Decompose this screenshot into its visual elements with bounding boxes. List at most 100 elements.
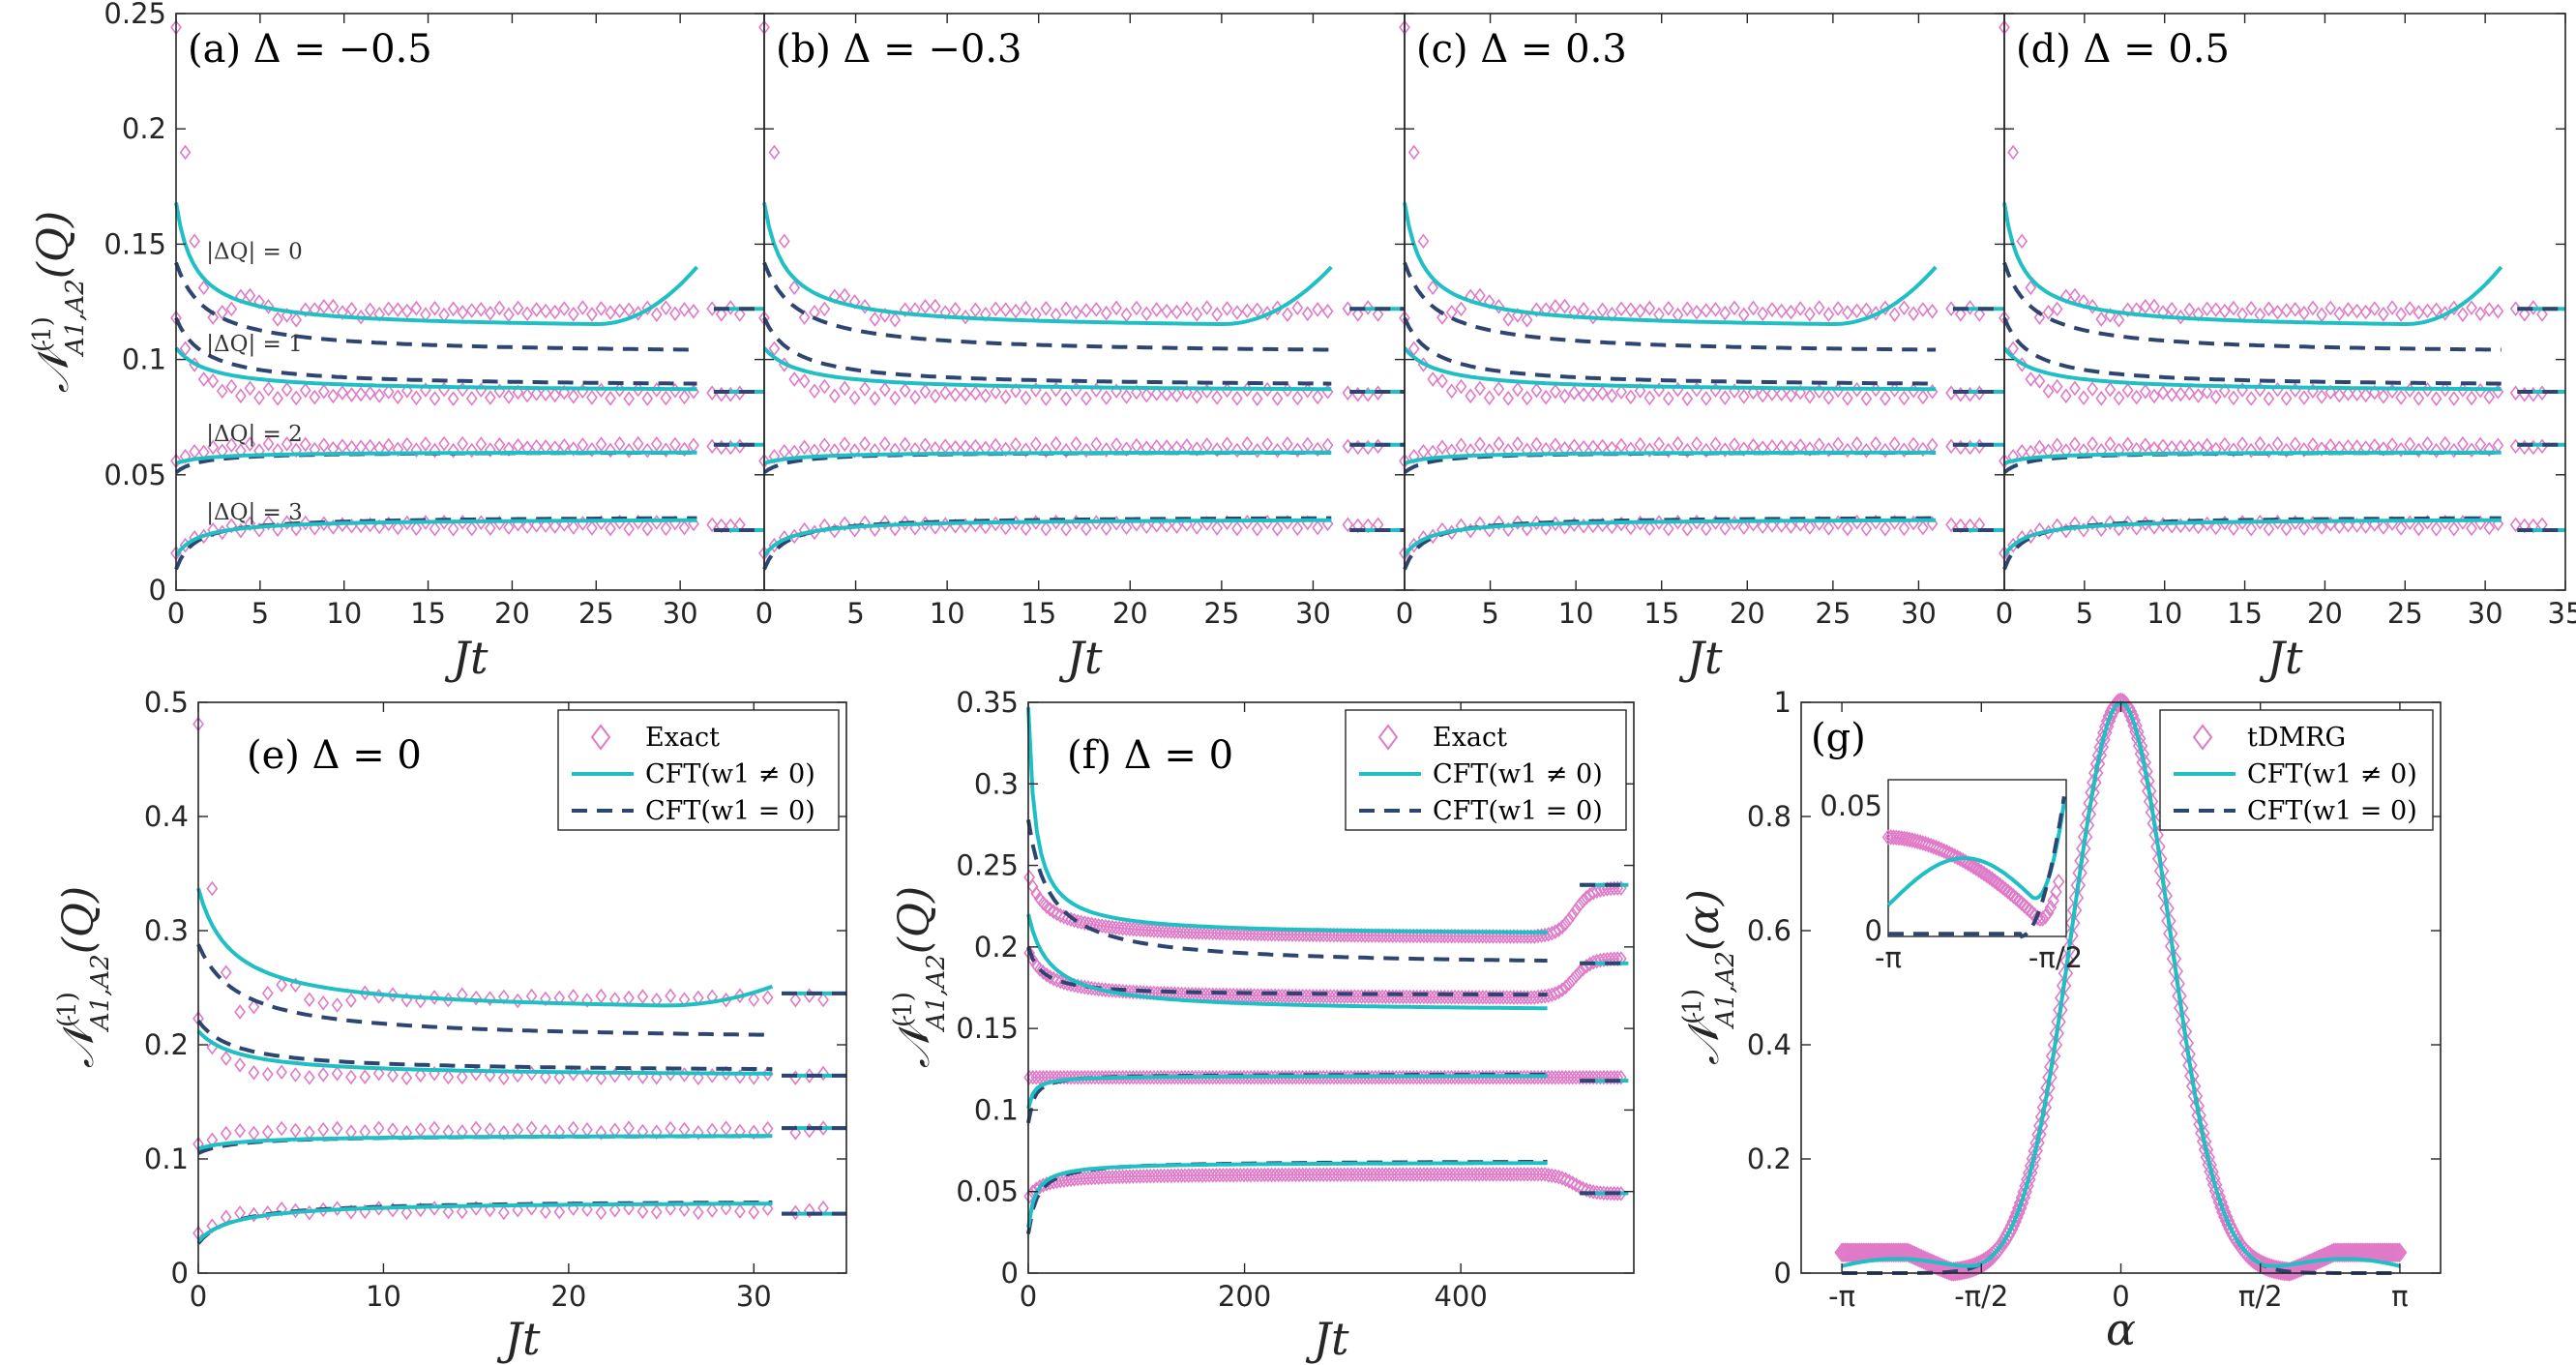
- data-point: [2466, 390, 2477, 406]
- data-point: [2378, 519, 2389, 535]
- data-point: [1700, 442, 1712, 459]
- data-point: [669, 306, 681, 322]
- data-point: [1729, 436, 1740, 453]
- data-point: [2129, 722, 2145, 742]
- data-point: [1550, 299, 1561, 314]
- data-point: [2430, 520, 2443, 537]
- data-point: [789, 1124, 802, 1141]
- data-point: [429, 300, 441, 316]
- panel-b-xlabel: Jt: [1059, 632, 1103, 684]
- data-point: [382, 384, 395, 400]
- data-point: [2483, 441, 2496, 458]
- data-point: [1131, 921, 1142, 937]
- data-point: [1050, 435, 1062, 452]
- data-point: [206, 880, 219, 897]
- panel-f-y-tick-label: 0: [1001, 1257, 1019, 1290]
- data-point: [2413, 442, 2425, 459]
- data-point: [2359, 304, 2372, 320]
- data-point: [1493, 381, 1505, 397]
- data-point: [1191, 519, 1203, 535]
- data-point: [1515, 1167, 1526, 1182]
- data-point: [1466, 1167, 1478, 1182]
- data-point: [2430, 391, 2443, 406]
- data-point: [2228, 442, 2239, 458]
- data-point: [262, 298, 275, 314]
- data-point: [253, 390, 265, 406]
- data-point: [2263, 520, 2275, 537]
- data-point: [512, 993, 524, 1009]
- data-point: [2123, 705, 2140, 726]
- data-point: [1150, 386, 1163, 401]
- data-point: [1291, 390, 1304, 406]
- data-point: [1210, 1168, 1223, 1183]
- data-point: [400, 383, 413, 399]
- panel-e-cft-w1-0: [196, 887, 774, 1008]
- data-point: [1390, 1167, 1403, 1182]
- data-point: [586, 390, 598, 405]
- data-point: [530, 386, 543, 401]
- panel-a-y-tick-label: 0.05: [104, 459, 166, 491]
- data-point: [317, 1067, 330, 1083]
- data-point: [2139, 299, 2151, 314]
- data-point: [869, 312, 881, 327]
- panel-f-title: (f) Δ = 0: [1067, 733, 1233, 778]
- panel-e-legend: Exact CFT(w1 ≠ 0) CFT(w1 = 0): [557, 709, 840, 831]
- data-point: [2183, 438, 2196, 455]
- data-point: [979, 519, 992, 535]
- data-point: [2113, 390, 2125, 406]
- data-point: [2395, 390, 2408, 405]
- data-point: [1293, 1167, 1306, 1183]
- data-point: [1794, 301, 1807, 316]
- data-point: [1404, 1167, 1416, 1182]
- panel-f-y-tick-label: 0.1: [974, 1093, 1019, 1126]
- data-point: [248, 1064, 260, 1081]
- data-point: [1241, 1167, 1254, 1183]
- data-point: [577, 437, 589, 453]
- ylabel-top-text: 𝒩(1) A1,A2(Q): [28, 211, 90, 393]
- data-point: [493, 436, 506, 453]
- data-point: [1401, 989, 1412, 1005]
- data-point: [2051, 378, 2063, 395]
- data-point: [553, 1203, 566, 1220]
- data-point: [1150, 302, 1163, 317]
- data-point: [1221, 301, 1233, 316]
- panel-b-x-tick-label: 10: [930, 597, 965, 630]
- data-point: [1301, 306, 1314, 322]
- data-point: [768, 341, 781, 357]
- data-point: [2280, 520, 2293, 537]
- data-point: [1550, 437, 1561, 453]
- panel-e-y-tick-label: 0.1: [144, 1142, 189, 1175]
- data-point: [503, 389, 515, 404]
- data-point: [2404, 301, 2416, 316]
- data-point: [1945, 301, 1957, 316]
- data-point: [1480, 1167, 1493, 1182]
- data-point: [586, 307, 598, 322]
- data-point: [1023, 1188, 1035, 1204]
- panel-f-cft-w0-1: [1026, 946, 1548, 997]
- data-point: [1870, 435, 1882, 452]
- data-point: [400, 436, 413, 453]
- data-point: [540, 303, 552, 319]
- data-point: [1211, 520, 1223, 536]
- data-point: [2280, 442, 2293, 459]
- data-point: [197, 280, 210, 296]
- data-point: [2342, 302, 2354, 317]
- data-point: [400, 1070, 413, 1086]
- data-point: [2245, 300, 2258, 316]
- data-point: [1681, 391, 1694, 406]
- data-point: [429, 990, 440, 1005]
- data-point: [1191, 388, 1203, 404]
- data-point: [1191, 441, 1203, 457]
- data-point: [1131, 1169, 1142, 1184]
- data-point: [1230, 1167, 1243, 1183]
- data-point: [899, 382, 911, 399]
- data-point: [1191, 306, 1203, 322]
- data-point: [372, 1065, 385, 1082]
- data-point: [2378, 441, 2389, 457]
- data-point: [2430, 302, 2443, 318]
- data-point: [2166, 387, 2178, 402]
- data-point: [2042, 383, 2055, 400]
- panel-e-x-tick-label: 10: [366, 1280, 401, 1313]
- data-point: [1362, 518, 1375, 534]
- data-point: [2139, 437, 2151, 453]
